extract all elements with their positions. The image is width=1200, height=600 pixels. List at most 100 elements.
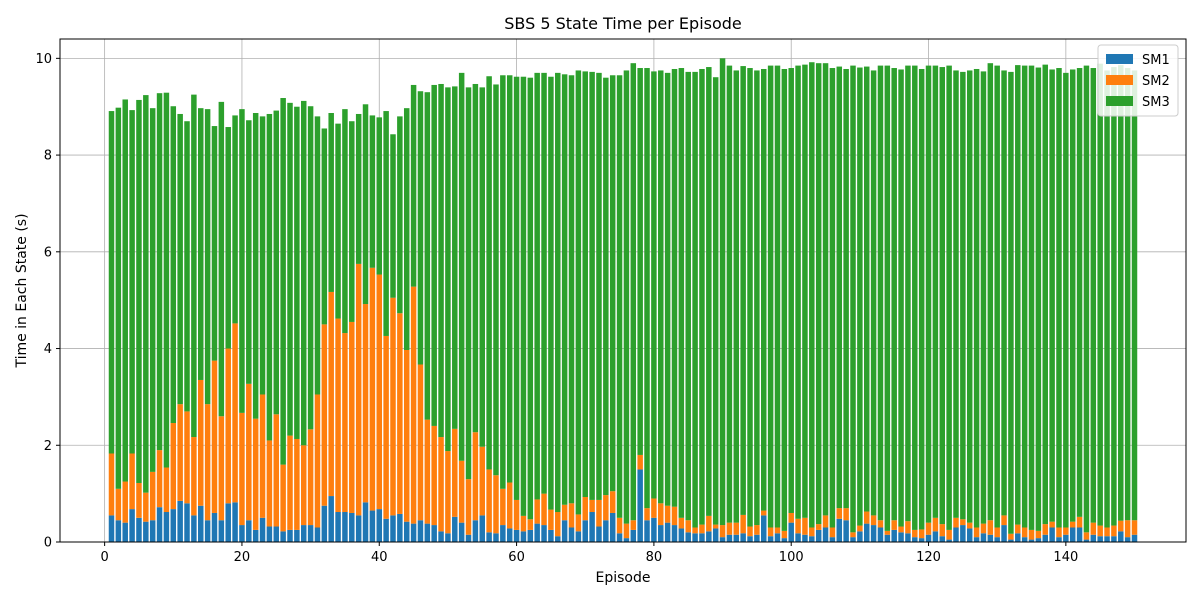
bar-sm1-ep143 [1083, 539, 1090, 542]
bar-sm3-ep49 [438, 83, 444, 438]
bar-sm2-ep21 [246, 383, 252, 521]
bar-sm1-ep29 [300, 525, 307, 542]
bar-sm2-ep14 [198, 379, 204, 506]
bar-series-group [108, 58, 1138, 542]
bar-sm3-ep77 [630, 63, 637, 521]
bar-sm3-ep85 [685, 71, 691, 521]
bar-sm3-ep95 [754, 70, 760, 526]
bar-sm3-ep144 [1090, 68, 1097, 523]
bar-sm2-ep101 [795, 518, 801, 534]
bar-sm2-ep29 [300, 445, 307, 526]
bar-sm3-ep7 [149, 108, 156, 472]
bar-sm2-ep92 [733, 522, 740, 535]
bar-sm2-ep40 [376, 274, 383, 510]
bar-sm3-ep64 [541, 72, 547, 494]
bar-sm1-ep91 [726, 534, 733, 542]
bar-sm3-ep59 [506, 75, 513, 483]
bar-sm1-ep77 [630, 529, 637, 542]
bar-sm2-ep97 [767, 527, 774, 537]
bar-sm2-ep32 [321, 324, 328, 506]
bar-sm3-ep32 [321, 128, 328, 325]
bar-sm1-ep1 [108, 515, 115, 542]
bar-sm3-ep131 [1001, 70, 1007, 516]
bar-sm3-ep21 [246, 120, 252, 384]
bar-sm3-ep98 [774, 65, 781, 528]
bar-sm2-ep23 [259, 394, 266, 518]
bar-sm3-ep132 [1008, 71, 1014, 534]
bar-sm3-ep30 [307, 106, 314, 430]
bar-sm3-ep44 [403, 108, 410, 350]
bar-sm2-ep112 [870, 515, 877, 526]
bar-sm2-ep71 [589, 499, 595, 513]
bar-sm3-ep57 [493, 84, 499, 476]
bar-sm1-ep9 [163, 512, 170, 542]
bar-sm1-ep45 [410, 523, 417, 542]
bar-sm1-ep22 [252, 529, 259, 542]
bar-sm1-ep42 [390, 515, 396, 542]
bar-sm1-ep120 [925, 534, 932, 542]
bar-sm1-ep38 [362, 502, 369, 542]
bar-sm2-ep33 [328, 291, 334, 497]
bar-sm1-ep150 [1131, 534, 1138, 542]
bar-sm2-ep140 [1063, 527, 1069, 535]
bar-sm2-ep46 [417, 364, 424, 521]
bar-sm1-ep57 [493, 533, 499, 542]
legend-label-sm1: SM1 [1142, 53, 1170, 68]
bar-sm2-ep106 [829, 527, 836, 538]
bar-sm1-ep4 [129, 509, 135, 542]
bar-sm3-ep115 [891, 68, 897, 521]
bar-sm1-ep113 [877, 527, 884, 542]
bar-sm3-ep11 [177, 113, 183, 405]
bar-sm1-ep106 [829, 537, 836, 542]
bar-sm1-ep40 [376, 509, 383, 542]
bar-sm2-ep108 [843, 508, 849, 521]
bar-sm1-ep15 [204, 520, 211, 542]
bar-sm2-ep10 [170, 423, 177, 510]
bar-sm1-ep136 [1035, 538, 1042, 542]
bar-sm1-ep19 [232, 502, 238, 542]
bar-sm1-ep137 [1042, 534, 1048, 542]
bar-sm2-ep2 [115, 488, 122, 521]
bar-sm2-ep135 [1028, 529, 1035, 540]
bar-sm1-ep34 [335, 512, 341, 542]
bar-sm3-ep93 [740, 66, 746, 515]
bar-sm3-ep51 [452, 86, 458, 429]
bar-sm2-ep51 [452, 428, 458, 517]
bar-sm3-ep29 [300, 100, 307, 446]
bar-sm3-ep104 [815, 63, 822, 525]
bar-sm3-ep96 [761, 68, 767, 511]
bar-sm1-ep133 [1015, 533, 1021, 542]
bar-sm1-ep130 [994, 537, 1000, 542]
x-tick-label: 80 [646, 550, 663, 565]
bar-sm2-ep26 [280, 464, 286, 532]
bar-sm2-ep47 [424, 419, 431, 524]
bar-sm2-ep141 [1069, 521, 1076, 528]
bar-sm2-ep5 [136, 482, 142, 518]
bar-sm3-ep22 [252, 113, 259, 419]
bar-sm2-ep90 [719, 525, 726, 538]
bar-sm3-ep106 [829, 68, 836, 528]
bar-sm2-ep93 [740, 514, 746, 534]
bar-sm1-ep107 [836, 518, 843, 542]
bar-sm2-ep87 [699, 524, 705, 534]
bar-sm1-ep90 [719, 537, 726, 542]
bar-sm1-ep82 [664, 522, 671, 542]
bar-sm3-ep52 [458, 72, 465, 461]
bar-sm1-ep35 [342, 512, 348, 542]
bar-sm2-ep115 [891, 520, 897, 530]
bar-sm3-ep37 [355, 113, 362, 264]
bar-sm1-ep50 [445, 533, 451, 542]
bar-sm3-ep76 [623, 70, 630, 524]
bar-sm1-ep67 [561, 520, 568, 542]
series-sm3-bars [108, 58, 1138, 534]
bar-sm3-ep109 [850, 65, 856, 533]
bar-sm3-ep62 [527, 77, 534, 520]
bar-sm1-ep28 [294, 529, 300, 542]
bar-sm3-ep19 [232, 115, 238, 324]
bar-sm3-ep116 [898, 69, 904, 527]
x-tick-label: 140 [1053, 550, 1078, 565]
bar-sm3-ep112 [870, 70, 877, 516]
bar-sm3-ep13 [191, 94, 197, 438]
bar-sm2-ep72 [596, 499, 602, 527]
